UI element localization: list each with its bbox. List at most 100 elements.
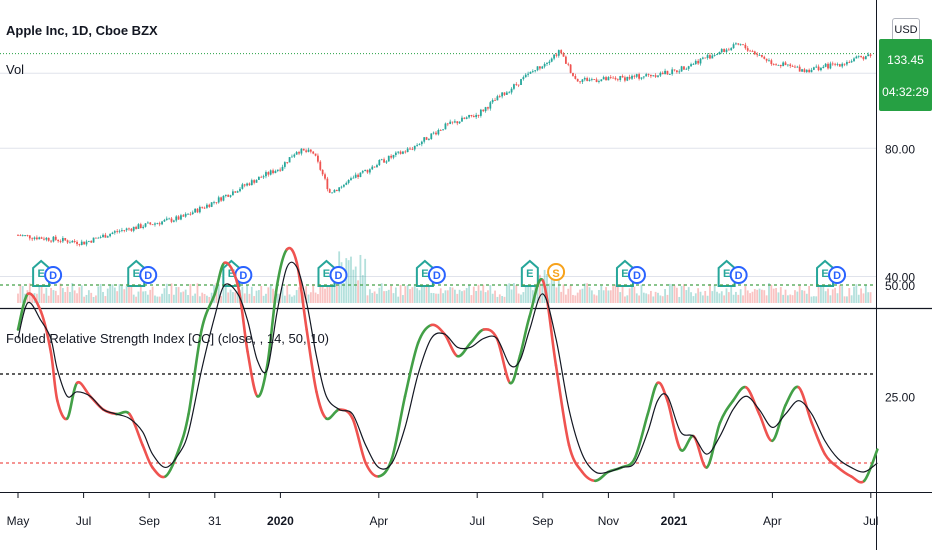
candle-body [409,148,411,150]
candle-body [21,235,24,237]
candle [583,76,586,82]
candle-body [472,116,475,118]
volume-bar [177,287,180,303]
candle [685,67,688,70]
candle [224,194,227,198]
candle [619,75,622,82]
candle-body [468,114,470,118]
candle [328,188,331,194]
candle [376,163,378,168]
candle [387,155,390,162]
candle [28,235,31,241]
candle-body [331,192,333,194]
candle-body [312,151,315,154]
candle-body [680,66,683,72]
volume-bar [692,296,695,303]
volume-bar [588,287,591,303]
candle [130,227,133,232]
candle [196,208,199,214]
candle-body [269,170,272,175]
candle-body [260,176,263,178]
candle [664,68,666,75]
volume-bar [671,284,674,303]
rsi-segment [849,475,866,484]
volume-bar [687,287,690,303]
volume-bar [92,296,95,303]
candle-body [477,114,480,116]
candle-body [144,223,147,227]
volume-bar [366,295,369,303]
candle-body [154,223,156,225]
candle-body [411,148,414,150]
candle-body [149,222,152,225]
volume-bar [309,292,312,303]
candle [423,137,426,144]
candle-body [796,66,799,68]
candle-body [156,223,159,225]
candle-body [274,170,277,174]
dividend-badge [427,266,446,284]
candle-body [539,66,541,69]
candle [118,229,121,234]
candle-body [291,156,293,158]
time-tick-label-10: Apr [763,514,782,528]
candle-body [104,234,107,238]
volume-bar [449,287,452,303]
candle-body [569,64,572,73]
candle-body [654,75,657,77]
candle-body [293,154,296,157]
candle-body [555,54,558,56]
candle-body [69,242,71,244]
candle-body [151,224,154,226]
rsi-segment [666,399,682,451]
candle [784,61,787,66]
volume-bar [50,287,52,303]
candle-body [829,63,832,69]
volume-bar [314,292,317,303]
volume-bar [607,290,610,303]
candle [600,79,603,82]
indicator-legend[interactable]: Folded Relative Strength Index [CC] (clo… [6,331,330,346]
volume-bar [373,291,376,303]
candle-body [437,130,440,135]
candle-body [321,169,324,175]
volume-bar [843,296,846,303]
candle-body [683,66,685,70]
candle-body [387,155,390,162]
volume-bar [175,287,178,303]
symbol-legend[interactable]: Apple Inc, 1D, Cboe BZX [6,23,158,38]
candle [853,57,855,62]
rsi-segment [508,354,522,385]
candle [50,239,52,244]
candle-body [661,72,664,75]
candle-body [524,74,527,78]
volume-bar [496,296,499,303]
candle [31,237,34,242]
candle-body [846,62,848,65]
candle [463,117,466,120]
volume-bar [520,294,522,303]
volume-bar [78,287,81,303]
volume-bar [640,284,643,303]
volume-bar [737,294,740,303]
rsi-segment [567,443,584,474]
candle [472,114,475,118]
volume-bar [666,294,669,303]
volume-bar [470,295,473,303]
candle [262,174,265,180]
volume-legend[interactable]: Vol [6,62,25,77]
candle [305,148,308,154]
candle [498,94,501,98]
candle-body [562,53,565,57]
candle [737,43,740,46]
volume-bar [387,289,390,303]
volume-bar [437,293,440,303]
volume-bar [394,287,397,303]
volume-bar [768,283,770,303]
volume-bar [593,294,596,303]
candle [24,234,26,237]
rsi-segment [275,248,289,287]
volume-bar [113,287,116,303]
event-label: E [37,268,44,280]
